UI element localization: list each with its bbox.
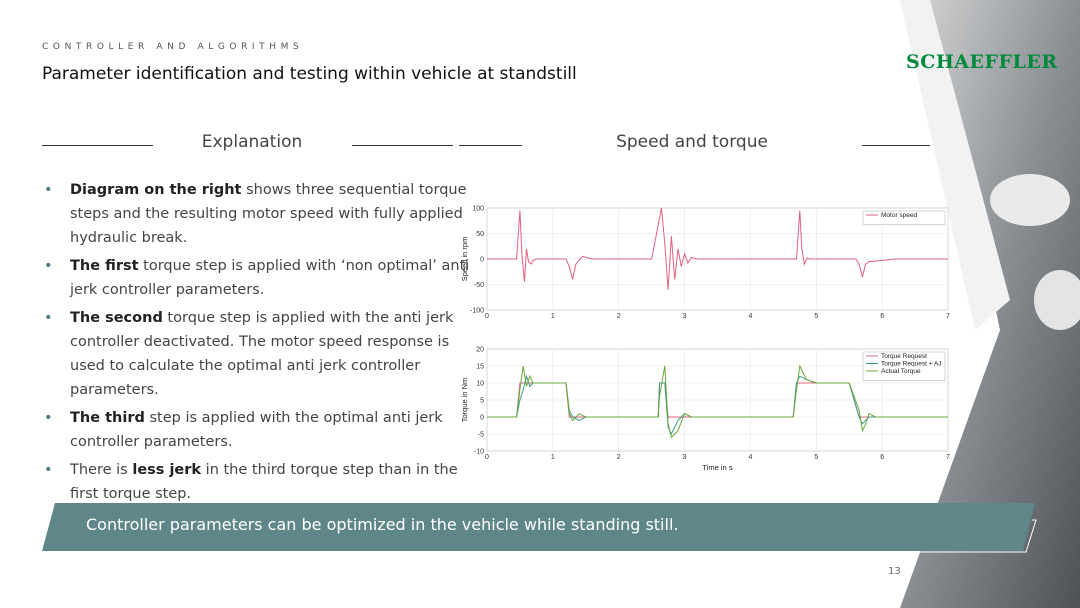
legend-box [862, 210, 946, 225]
text: There is [70, 462, 133, 478]
section-label: CONTROLLER AND ALGORITHMS [42, 42, 304, 52]
bold-text: less jerk [132, 462, 202, 478]
text: torque step is applied with ‘non optimal… [70, 258, 470, 298]
bold-text: The third [70, 410, 145, 426]
page-number: 13 [888, 566, 901, 577]
text: shows three sequential torque steps and … [70, 182, 467, 246]
x-tick-label: 4 [748, 313, 752, 320]
banner-text: Controller parameters can be optimized i… [86, 515, 679, 534]
bold-text: The first [70, 258, 139, 274]
bold-text: Diagram on the right [70, 182, 242, 198]
x-tick-label: 5 [814, 313, 818, 320]
bullet: The first torque step is applied with ‘n… [44, 254, 485, 302]
rule [862, 145, 930, 146]
series-line [487, 207, 948, 290]
rule [459, 145, 522, 146]
x-tick-label: 7 [946, 313, 950, 320]
puzzle-piece [1034, 270, 1080, 330]
x-tick-label: 2 [617, 313, 621, 320]
rule [352, 145, 453, 146]
x-tick-label: 2 [617, 454, 621, 461]
photo-area [900, 0, 1080, 608]
x-tick-label: 5 [814, 454, 818, 461]
x-axis-label: Time in s [702, 463, 732, 472]
bullet-list: Diagram on the right shows three sequent… [42, 178, 485, 510]
text: step is applied with the optimal anti je… [70, 410, 443, 450]
column-heading: Explanation [201, 132, 303, 152]
series-line [487, 364, 948, 439]
text: in the third torque step than in the fir… [70, 462, 458, 502]
x-tick-label: 7 [946, 454, 950, 461]
rule [42, 145, 153, 146]
bullet: The third step is applied with the optim… [44, 406, 485, 454]
bullet: There is less jerk in the third torque s… [44, 458, 485, 506]
text: torque step is applied with the anti jer… [70, 310, 454, 398]
x-tick-label: 1 [551, 313, 555, 320]
legend-label: Motor speed [881, 212, 918, 219]
legend-label: Actual Torque [881, 368, 921, 375]
legend-box [862, 351, 946, 381]
puzzle-piece [990, 174, 1070, 226]
photo-stripe [900, 0, 1010, 330]
legend-label: Torque Request [881, 353, 927, 360]
bold-text: The second [70, 310, 163, 326]
bullet: Diagram on the right shows three sequent… [44, 178, 485, 250]
x-tick-label: 3 [683, 454, 687, 461]
x-tick-label: 0 [485, 313, 489, 320]
x-tick-label: 6 [880, 313, 884, 320]
x-tick-label: 4 [748, 454, 752, 461]
column-heading: Speed and torque [616, 132, 768, 152]
x-tick-label: 3 [683, 313, 687, 320]
x-tick-label: 6 [880, 454, 884, 461]
logo: SCHAEFFLER [906, 51, 1058, 73]
slide-title: Parameter identification and testing wit… [42, 64, 577, 84]
x-tick-label: 0 [485, 454, 489, 461]
banner [42, 503, 1035, 551]
banner-accent [920, 519, 1037, 553]
x-tick-label: 1 [551, 454, 555, 461]
legend-label: Torque Request + AJ [881, 361, 942, 368]
bullet: The second torque step is applied with t… [44, 306, 485, 402]
